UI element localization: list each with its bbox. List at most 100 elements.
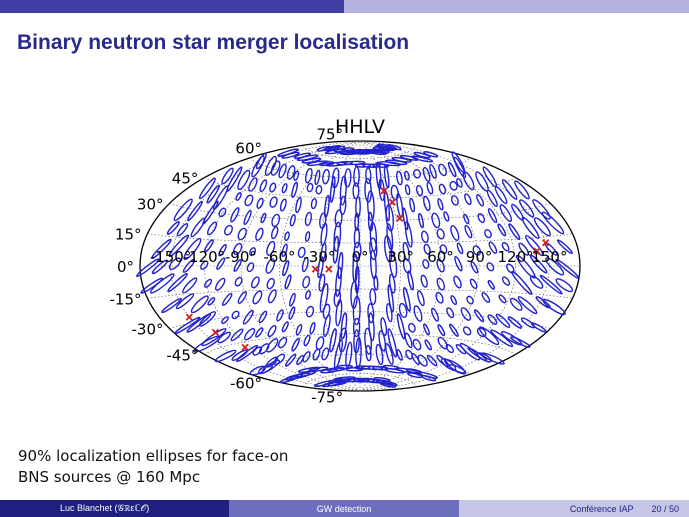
localization-ellipse bbox=[413, 151, 431, 159]
localization-ellipse bbox=[478, 326, 500, 346]
localization-ellipse bbox=[460, 307, 472, 321]
localization-ellipse bbox=[454, 255, 463, 272]
localization-ellipse bbox=[409, 197, 416, 213]
localization-ellipse bbox=[284, 231, 290, 241]
localization-ellipse bbox=[318, 273, 326, 292]
localization-ellipse bbox=[281, 183, 288, 194]
localization-ellipse bbox=[402, 286, 411, 312]
longitude-labels: -150°-120° -90° -60° -30° 0° 30° 60° 90° 120°150… bbox=[150, 248, 568, 266]
localization-ellipse bbox=[217, 331, 231, 344]
localization-ellipse bbox=[501, 276, 511, 286]
localization-ellipse bbox=[426, 181, 434, 195]
localization-ellipses bbox=[136, 143, 580, 388]
localization-ellipse bbox=[447, 161, 457, 178]
localization-ellipse bbox=[249, 247, 257, 257]
localization-ellipse bbox=[385, 303, 393, 323]
top-bar-left bbox=[0, 0, 344, 13]
localization-ellipse bbox=[267, 289, 277, 304]
localization-ellipse bbox=[339, 195, 347, 216]
page-number: 20 / 50 bbox=[651, 503, 679, 514]
localization-ellipse bbox=[459, 342, 481, 361]
localization-ellipse bbox=[319, 212, 327, 229]
localization-ellipse bbox=[475, 171, 489, 192]
localization-ellipse bbox=[408, 322, 416, 333]
localization-ellipse bbox=[214, 277, 226, 291]
localization-ellipse bbox=[545, 257, 565, 276]
localization-ellipse bbox=[237, 169, 251, 191]
localization-ellipse bbox=[510, 336, 531, 348]
localization-ellipse bbox=[315, 185, 323, 195]
localization-ellipse bbox=[364, 177, 372, 203]
localization-ellipse bbox=[166, 221, 180, 235]
localization-ellipse bbox=[352, 182, 360, 200]
localization-ellipse bbox=[248, 177, 258, 192]
longitude-label: -60° bbox=[264, 248, 296, 266]
localization-ellipse bbox=[214, 349, 237, 363]
parallel-line bbox=[169, 203, 551, 221]
localization-ellipse bbox=[340, 312, 348, 340]
source-marker bbox=[185, 313, 193, 321]
localization-ellipse bbox=[322, 168, 330, 185]
localization-ellipse bbox=[532, 199, 551, 220]
localization-ellipse bbox=[226, 166, 243, 192]
localization-ellipse bbox=[174, 316, 201, 335]
localization-ellipse bbox=[168, 257, 182, 270]
localization-ellipse bbox=[484, 229, 492, 239]
localization-ellipse bbox=[398, 302, 408, 318]
localization-ellipse bbox=[439, 244, 448, 255]
localization-ellipse bbox=[264, 155, 277, 176]
localization-ellipse bbox=[284, 274, 292, 290]
localization-ellipse bbox=[312, 348, 321, 361]
latitude-label: 60° bbox=[235, 140, 262, 158]
localization-ellipse bbox=[277, 336, 288, 349]
localization-ellipse bbox=[364, 327, 373, 355]
localization-ellipse bbox=[354, 163, 372, 168]
localization-ellipse bbox=[333, 289, 342, 307]
latitude-label: -30° bbox=[132, 321, 164, 339]
localization-ellipse bbox=[463, 213, 470, 225]
localization-ellipse bbox=[405, 349, 414, 360]
localization-ellipse bbox=[413, 305, 423, 322]
localization-ellipse bbox=[515, 254, 536, 279]
footer-author: Luc Blanchet (𝒢ℝεℂ𝒪) bbox=[0, 500, 229, 517]
localization-ellipse bbox=[266, 277, 275, 290]
localization-ellipse bbox=[251, 276, 260, 289]
localization-ellipse bbox=[285, 353, 297, 367]
localization-ellipse bbox=[187, 200, 203, 222]
localization-ellipse bbox=[308, 366, 329, 373]
localization-ellipse bbox=[404, 221, 413, 248]
localization-ellipse bbox=[258, 310, 268, 324]
localization-ellipse bbox=[310, 198, 318, 210]
localization-ellipse bbox=[337, 251, 344, 280]
localization-ellipse bbox=[420, 274, 428, 288]
localization-ellipse bbox=[269, 182, 277, 193]
localization-ellipse bbox=[237, 291, 247, 304]
localization-ellipse bbox=[302, 351, 311, 363]
localization-ellipse bbox=[402, 241, 410, 262]
localization-ellipse bbox=[487, 208, 498, 224]
localization-ellipse bbox=[445, 344, 454, 354]
localization-ellipse bbox=[473, 309, 485, 323]
localization-ellipse bbox=[365, 167, 372, 185]
latitude-label: -60° bbox=[230, 374, 262, 392]
localization-ellipse bbox=[511, 270, 533, 295]
localization-ellipse bbox=[305, 290, 311, 300]
localization-ellipse bbox=[256, 197, 264, 209]
localization-ellipse bbox=[395, 170, 403, 186]
localization-ellipse bbox=[556, 239, 573, 255]
localization-ellipse bbox=[354, 365, 371, 370]
localization-ellipse bbox=[333, 339, 343, 370]
longitude-label: -150° bbox=[150, 248, 192, 266]
localization-ellipse bbox=[266, 338, 279, 353]
localization-ellipse bbox=[203, 239, 214, 253]
localization-ellipse bbox=[230, 328, 244, 342]
localization-ellipse bbox=[449, 180, 458, 191]
localization-ellipse bbox=[385, 343, 394, 365]
localization-ellipse bbox=[199, 311, 216, 327]
localization-ellipse bbox=[436, 258, 445, 273]
localization-ellipse bbox=[417, 354, 428, 367]
localization-ellipse bbox=[242, 309, 254, 325]
localization-ellipse bbox=[480, 352, 505, 365]
localization-ellipse bbox=[319, 283, 329, 313]
longitude-label: 150° bbox=[531, 248, 567, 266]
